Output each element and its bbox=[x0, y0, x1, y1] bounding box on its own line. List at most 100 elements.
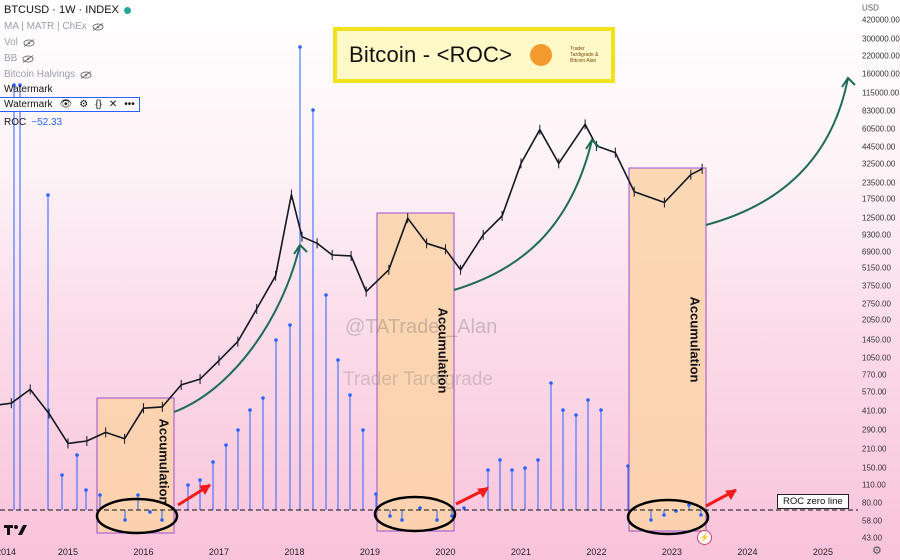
price-axis-tick: 290.00 bbox=[862, 425, 887, 435]
more-icon[interactable]: ••• bbox=[124, 99, 135, 110]
roc-stem-dot bbox=[148, 510, 152, 514]
eye-slash-icon[interactable] bbox=[23, 38, 35, 47]
red-arrow-head bbox=[477, 487, 489, 498]
tradingview-logo-icon[interactable] bbox=[4, 523, 28, 537]
tardigrade-logo-icon bbox=[530, 44, 553, 66]
watermark-handle: @TATrader_Alan bbox=[345, 316, 498, 338]
accumulation-label-1: Accumulation bbox=[156, 418, 172, 505]
roc-low-ellipse-3 bbox=[626, 498, 710, 536]
roc-stem-dot bbox=[498, 458, 502, 462]
settings-icon[interactable]: ⚙ bbox=[79, 99, 89, 110]
accumulation-label-3: Accumulation bbox=[687, 296, 703, 383]
eye-slash-icon[interactable] bbox=[22, 54, 34, 63]
indicator-row-halvings[interactable]: Bitcoin Halvings bbox=[4, 69, 92, 80]
indicator-row-bb[interactable]: BB bbox=[4, 53, 34, 64]
roc-stem-dot bbox=[649, 518, 653, 522]
roc-stem-dot bbox=[224, 443, 228, 447]
green-arrow-head bbox=[841, 76, 856, 88]
green-trend-arrow-2 bbox=[453, 139, 593, 291]
roc-low-ellipse-1 bbox=[95, 497, 179, 535]
roc-stem-dot bbox=[136, 493, 140, 497]
price-axis-tick: 1050.00 bbox=[862, 353, 891, 363]
roc-stem-dot bbox=[561, 408, 565, 412]
indicator-label: Watermark bbox=[4, 84, 53, 95]
price-axis-tick: 420000.00 bbox=[862, 15, 900, 25]
price-axis-tick: 6900.00 bbox=[862, 247, 891, 257]
roc-zero-line-label: ROC zero line bbox=[777, 494, 849, 509]
roc-stem-dot bbox=[46, 193, 50, 197]
price-axis-tick: 410.00 bbox=[862, 406, 887, 416]
time-axis-tick: 2021 bbox=[510, 547, 531, 557]
price-axis[interactable]: USD 420000.00 300000.00 220000.00 160000.00… bbox=[858, 0, 900, 560]
price-axis-tick: 2750.00 bbox=[862, 299, 891, 309]
symbol-title[interactable]: BTCUSD · 1W · INDEX bbox=[4, 4, 119, 16]
roc-stem-dot bbox=[699, 513, 703, 517]
lightning-icon[interactable]: ⚡ bbox=[697, 530, 712, 545]
price-axis-tick: 32500.00 bbox=[862, 159, 896, 169]
price-axis-tick: 12500.00 bbox=[862, 213, 896, 223]
roc-stem-dot bbox=[248, 408, 252, 412]
time-axis-tick: 2023 bbox=[661, 547, 682, 557]
roc-stem-dot bbox=[186, 483, 190, 487]
roc-stem-dot bbox=[274, 338, 278, 342]
price-axis-tick: 43.00 bbox=[862, 533, 883, 543]
time-axis-tick: 2025 bbox=[812, 547, 833, 557]
time-axis-tick: 2019 bbox=[359, 547, 380, 557]
roc-row[interactable]: ROC −52.33 bbox=[4, 117, 62, 128]
roc-stem-dot bbox=[486, 468, 490, 472]
roc-stem-dot bbox=[388, 514, 392, 518]
roc-stem-dot bbox=[75, 453, 79, 457]
roc-stem-dot bbox=[311, 108, 315, 112]
eye-icon[interactable]: 👁 bbox=[59, 99, 73, 110]
price-axis-tick: 44500.00 bbox=[862, 142, 896, 152]
accumulation-label-2: Accumulation bbox=[435, 307, 451, 394]
close-icon[interactable]: ✕ bbox=[108, 99, 118, 110]
green-arrow-head bbox=[293, 243, 308, 255]
price-axis-tick: 58.00 bbox=[862, 516, 883, 526]
price-axis-tick: 3750.00 bbox=[862, 281, 891, 291]
roc-stem-dot bbox=[450, 514, 454, 518]
time-axis[interactable]: 2014 2015 2016 2017 2018 2019 2020 2021 2022 2023… bbox=[0, 546, 900, 560]
indicator-label: Vol bbox=[4, 37, 18, 48]
roc-stem-dot bbox=[536, 458, 540, 462]
roc-value: −52.33 bbox=[31, 117, 63, 128]
price-axis-tick: 2050.00 bbox=[862, 315, 891, 325]
roc-low-ellipse-2 bbox=[373, 495, 457, 533]
source-code-icon[interactable]: {} bbox=[95, 99, 102, 110]
watermark-brand: Trader Tardigrade bbox=[343, 369, 493, 390]
roc-stem-dot bbox=[599, 408, 603, 412]
eye-slash-icon[interactable] bbox=[80, 70, 92, 79]
indicator-row-ma[interactable]: MA | MATR | ChEx bbox=[4, 21, 104, 32]
eye-slash-icon[interactable] bbox=[92, 22, 104, 31]
price-axis-tick: 570.00 bbox=[862, 387, 887, 397]
roc-stem-dot bbox=[510, 468, 514, 472]
live-dot-icon bbox=[123, 6, 131, 14]
roc-stem-dot bbox=[324, 293, 328, 297]
logo-text: Trader Tardigrade & Bitcoin Alan bbox=[570, 46, 599, 64]
settings-gear-icon[interactable]: ⚙ bbox=[872, 545, 882, 557]
selected-indicator-label: Watermark bbox=[4, 99, 53, 110]
indicator-row-vol[interactable]: Vol bbox=[4, 37, 35, 48]
price-axis-tick: 9300.00 bbox=[862, 230, 891, 240]
roc-stem-dot bbox=[160, 518, 164, 522]
green-arrow-head bbox=[585, 138, 600, 150]
roc-stem-dot bbox=[418, 506, 422, 510]
roc-stem-dot bbox=[236, 428, 240, 432]
green-trend-arrow-3 bbox=[705, 77, 849, 226]
roc-stem-dot bbox=[288, 323, 292, 327]
currency-label: USD bbox=[862, 3, 879, 13]
roc-stem-dot bbox=[98, 493, 102, 497]
roc-stem-dot bbox=[626, 464, 630, 468]
green-trend-arrow-1 bbox=[173, 244, 301, 413]
indicator-label: Bitcoin Halvings bbox=[4, 69, 76, 80]
indicator-label: MA | MATR | ChEx bbox=[4, 21, 87, 32]
roc-stem-dot bbox=[261, 396, 265, 400]
selected-indicator-toolbar[interactable]: Watermark 👁 ⚙ {} ✕ ••• bbox=[0, 97, 140, 112]
roc-stem-dot bbox=[123, 518, 127, 522]
red-arrow-head bbox=[199, 484, 211, 495]
price-axis-tick: 110.00 bbox=[862, 480, 886, 490]
indicator-row-watermark[interactable]: Watermark bbox=[4, 84, 53, 95]
time-axis-tick: 2022 bbox=[586, 547, 607, 557]
price-axis-tick: 1450.00 bbox=[862, 335, 891, 345]
